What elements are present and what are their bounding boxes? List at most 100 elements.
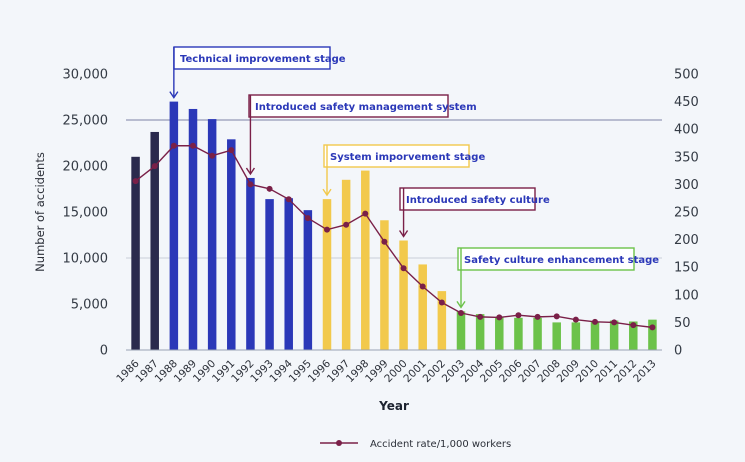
annotations-group: Technical improvement stage Introduced sa…: [169, 46, 659, 309]
rate-point-1997: [343, 221, 350, 228]
rate-point-1988: [170, 142, 177, 149]
rate-point-2004: [477, 313, 484, 320]
rate-point-1995: [304, 215, 311, 222]
legend-marker: [336, 440, 342, 446]
y-axis-title: Number of accidents: [33, 152, 47, 272]
bar-1989: [188, 108, 198, 351]
bar-2007: [533, 317, 542, 350]
rate-point-2009: [572, 316, 579, 323]
bar-1995: [303, 210, 313, 350]
y-tick-label: 30,000: [63, 68, 109, 83]
bar-2004: [475, 314, 485, 350]
rate-point-2000: [400, 265, 407, 272]
rate-point-2006: [515, 312, 522, 319]
rate-point-2005: [496, 314, 503, 321]
rate-point-1993: [266, 185, 273, 192]
rate-point-2010: [592, 318, 598, 325]
x-axis-title: Year: [378, 399, 409, 413]
rate-point-2002: [438, 299, 445, 306]
y2-tick-label: 200: [674, 233, 699, 248]
rate-point-1990: [209, 152, 216, 159]
legend-group: Accident rate/1,000 workers: [320, 439, 511, 450]
bar-1986: [131, 156, 140, 350]
bar-1992: [246, 177, 255, 350]
y2-tick-label: 350: [674, 150, 699, 165]
annotation-arrowhead: [169, 91, 179, 99]
y2-tick-label: 100: [674, 288, 699, 303]
bar-1991: [227, 139, 236, 350]
y-tick-label: 10,000: [63, 252, 109, 267]
bar-2002: [437, 291, 447, 350]
rate-point-1996: [324, 226, 330, 233]
bar-2008: [552, 322, 561, 350]
rate-point-2012: [630, 322, 637, 329]
y-tick-label: 15,000: [63, 206, 109, 221]
rate-point-1999: [381, 238, 388, 245]
rate-point-2003: [458, 310, 464, 317]
y-tick-label: 0: [100, 344, 108, 359]
bar-2012: [629, 321, 638, 350]
bar-2003: [456, 311, 466, 350]
y-tick-label: 25,000: [63, 114, 109, 129]
y-tick-label: 5,000: [71, 298, 108, 313]
annotation-text: Technical improvement stage: [180, 54, 346, 65]
bar-1990: [207, 119, 217, 350]
bar-1997: [341, 179, 351, 350]
bar-1998: [361, 170, 370, 350]
annotation-box: [323, 144, 470, 168]
rate-line-group: [132, 142, 656, 331]
bar-2010: [590, 321, 600, 350]
y2-tick-label: 450: [674, 95, 699, 110]
rate-point-2008: [553, 313, 560, 320]
bar-2000: [399, 240, 408, 350]
bar-1994: [284, 198, 293, 350]
annotation-arrowhead: [322, 188, 332, 197]
rate-point-1989: [190, 142, 196, 149]
annotation-box: [457, 247, 635, 271]
y2-tick-label: 50: [674, 316, 691, 331]
y2-tick-label: 400: [674, 123, 699, 138]
rate-point-2007: [534, 313, 541, 320]
rate-point-2001: [419, 283, 426, 290]
y2-tick-label: 150: [674, 261, 699, 276]
rate-point-1992: [247, 181, 254, 188]
rate-point-1994: [285, 196, 292, 203]
rate-point-1991: [228, 147, 235, 154]
y-tick-label: 20,000: [63, 160, 109, 175]
bar-2011: [609, 320, 619, 350]
rate-point-1986: [132, 178, 139, 185]
bar-1999: [380, 220, 389, 350]
annotation-box: [248, 94, 449, 118]
y2-tick-label: 250: [674, 206, 699, 221]
y2-tick-label: 300: [674, 178, 699, 193]
legend-label: Accident rate/1,000 workers: [370, 439, 511, 450]
annotation-text: Introduced safety culture: [406, 195, 550, 206]
x-tick-label: 2013: [631, 358, 658, 385]
annotation-box: [399, 187, 536, 211]
rate-point-2013: [649, 324, 656, 331]
annotation-text: Safety culture enhancement stage: [464, 255, 659, 266]
rate-point-2011: [611, 319, 618, 326]
annotation-text: System imporvement stage: [330, 152, 485, 163]
annotation-arrowhead: [398, 230, 409, 238]
bar-1987: [150, 131, 159, 350]
annotation-arrowhead: [456, 300, 466, 309]
annotation-arrowhead: [245, 167, 256, 176]
bar-2006: [514, 317, 523, 350]
rate-point-1987: [151, 163, 158, 170]
y2-tick-label: 500: [674, 68, 699, 83]
bar-1996: [322, 199, 332, 350]
rate-point-1998: [362, 210, 369, 217]
bar-2001: [418, 264, 427, 350]
rate-line: [135, 145, 653, 329]
bar-1988: [169, 101, 179, 350]
reference-lines: [126, 119, 662, 259]
bar-2009: [571, 322, 581, 350]
bar-1993: [265, 199, 274, 350]
bars-group: [131, 101, 657, 351]
bar-2005: [495, 316, 504, 350]
bar-2013: [648, 319, 657, 350]
annotation-text: Introduced safety management system: [255, 102, 477, 113]
